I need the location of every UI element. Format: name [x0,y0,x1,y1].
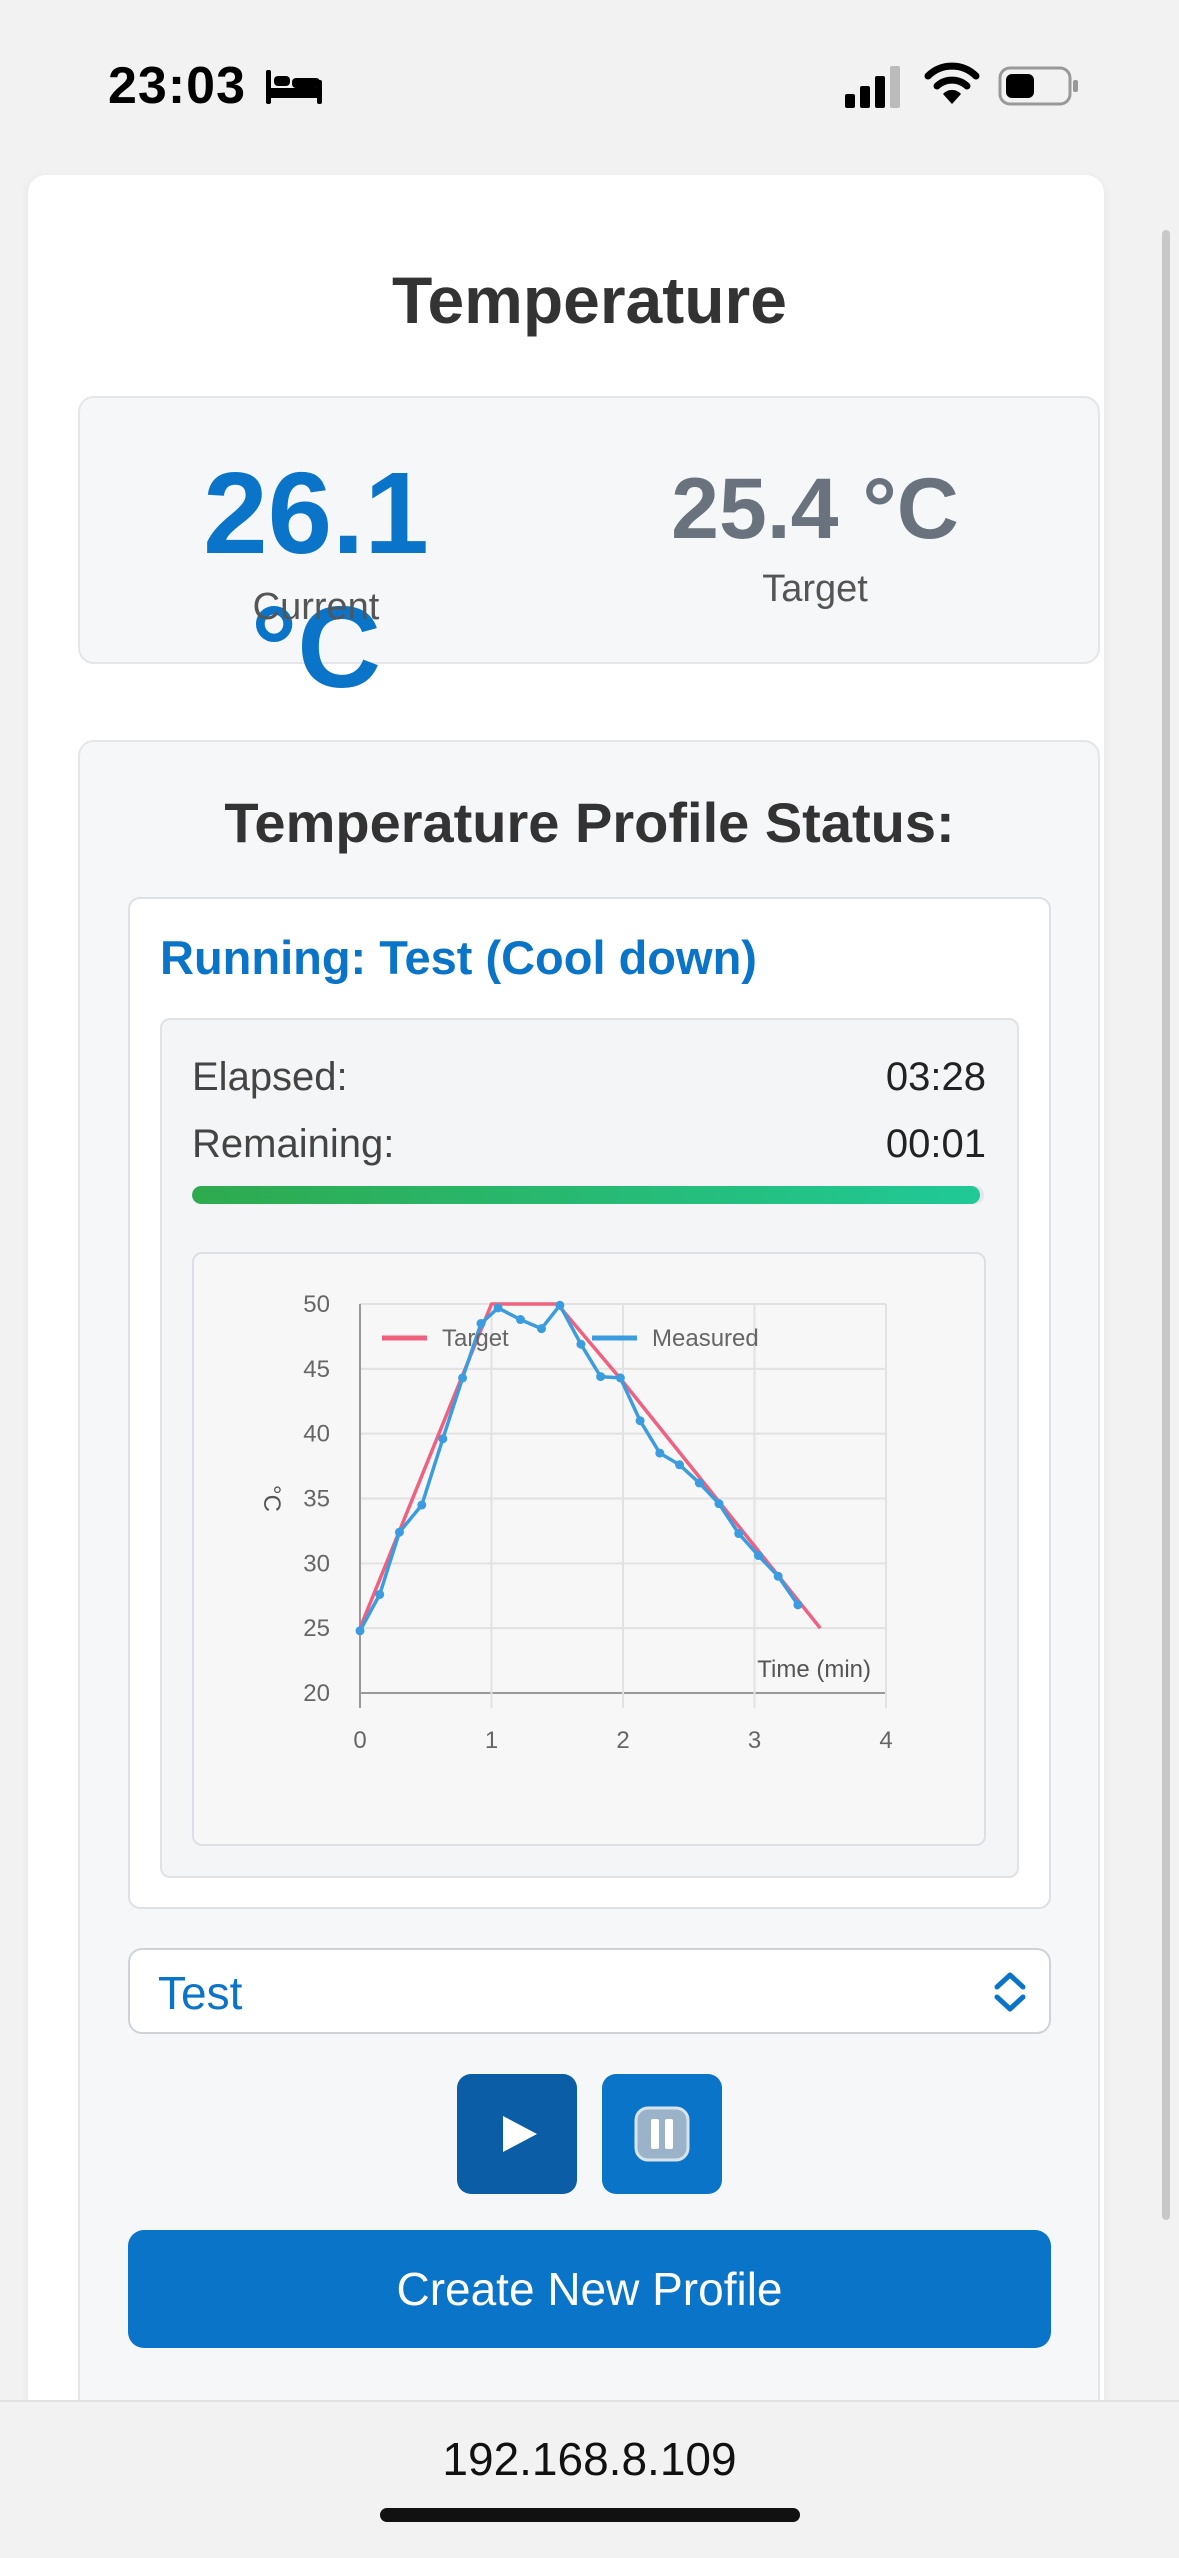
data-point-measured [694,1478,704,1488]
y-tick-label: 50 [303,1291,330,1318]
browser-bottom-bar [0,2400,1179,2558]
chevron-up-down-icon [994,1972,1026,2012]
home-indicator[interactable] [380,2508,800,2522]
data-point-measured [555,1300,565,1310]
data-point-measured [375,1589,385,1599]
elapsed-value: 03:28 [885,1055,986,1099]
data-point-measured [417,1500,427,1510]
x-tick-label: 1 [485,1727,498,1754]
legend-label-measured: Measured [652,1325,759,1352]
data-point-measured [355,1626,365,1636]
data-point-measured [793,1600,803,1610]
temperature-chart: 20 25 30 35 40 45 50 0 1 2 3 4 Time (min) °C Target Mea… [258,1291,893,1754]
temperature-chart-container [192,1252,986,1846]
status-time: 23:03 [108,57,246,115]
data-point-measured [773,1571,783,1581]
page-title: Temperature [392,263,787,337]
y-tick-label: 40 [303,1421,330,1448]
y-tick-label: 20 [303,1680,330,1707]
pause-button[interactable] [602,2074,722,2194]
x-tick-label: 2 [616,1727,629,1754]
status-bar: 23:03 [0,0,1179,170]
y-tick-label: 30 [303,1550,330,1577]
current-temperature-label: Current [252,586,380,628]
data-point-measured [635,1416,645,1426]
temperature-readout: 26.1 °C Current 25.4 °C Target [78,396,1100,712]
battery-icon [998,66,1078,106]
profile-select-value: Test [158,1967,243,2019]
y-axis-label: °C [258,1485,285,1512]
data-point-measured [655,1448,665,1458]
browser-url[interactable]: 192.168.8.109 [442,2433,737,2485]
elapsed-label: Elapsed: [192,1055,348,1099]
data-point-measured [753,1551,763,1561]
remaining-label: Remaining: [192,1122,395,1166]
data-point-measured [675,1460,685,1470]
x-tick-label: 4 [879,1727,892,1754]
legend-label-target: Target [442,1325,509,1352]
data-point-measured [476,1318,486,1328]
data-point-measured [596,1372,606,1382]
data-point-measured [714,1499,724,1509]
running-profile-label: Running: Test (Cool down) [160,931,757,984]
profile-status-heading: Temperature Profile Status: [224,791,955,854]
signal-icon [845,66,900,108]
progress-bar-fill [192,1186,981,1204]
create-new-profile-button[interactable]: Create New Profile [128,2230,1051,2348]
data-point-measured [536,1324,546,1334]
x-tick-label: 3 [748,1727,761,1754]
data-point-measured [394,1527,404,1537]
profile-select[interactable]: Test [128,1948,1051,2034]
play-button[interactable] [457,2074,577,2194]
y-tick-label: 35 [303,1486,330,1513]
y-tick-label: 25 [303,1615,330,1642]
current-temperature-value: 26.1 °C [203,448,429,712]
x-tick-label: 0 [353,1727,366,1754]
target-temperature-value: 25.4 °C [671,461,959,557]
wifi-icon [924,62,980,104]
data-point-measured [515,1315,525,1325]
scrollbar[interactable] [1162,230,1170,2220]
data-point-measured [458,1373,468,1383]
remaining-value: 00:01 [885,1122,986,1166]
series-line-target [358,1302,822,1630]
y-tick-label: 45 [303,1356,330,1383]
data-point-measured [615,1373,625,1383]
play-icon [503,2116,537,2152]
data-point-measured [493,1303,503,1313]
data-point-measured [734,1529,744,1539]
data-point-measured [438,1434,448,1444]
pause-icon [634,2106,690,2162]
data-point-measured [576,1339,586,1349]
progress-bar [192,1186,984,1204]
target-temperature-label: Target [762,568,868,610]
x-axis-label: Time (min) [757,1656,871,1683]
bed-icon [266,70,322,104]
